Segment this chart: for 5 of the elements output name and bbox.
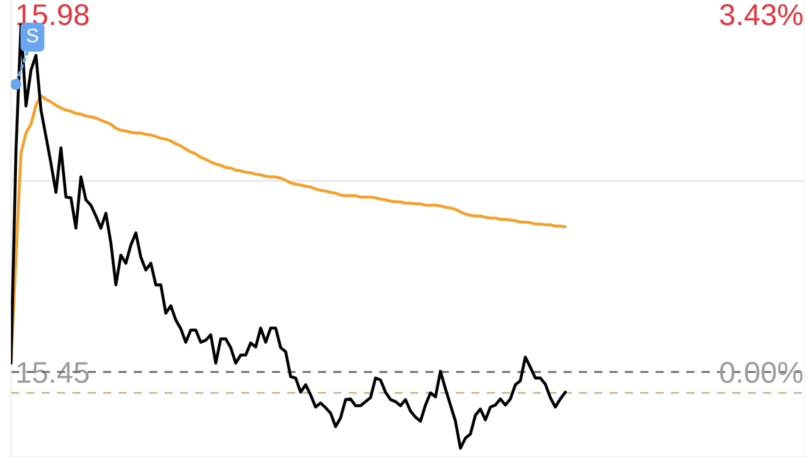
y2-tick-label: 3.43% <box>720 4 803 26</box>
y-tick-label: 15.45 <box>17 362 89 384</box>
line-series <box>11 24 567 450</box>
annotation: S <box>26 28 38 42</box>
y2-tick-label: 0.00% <box>720 362 803 384</box>
